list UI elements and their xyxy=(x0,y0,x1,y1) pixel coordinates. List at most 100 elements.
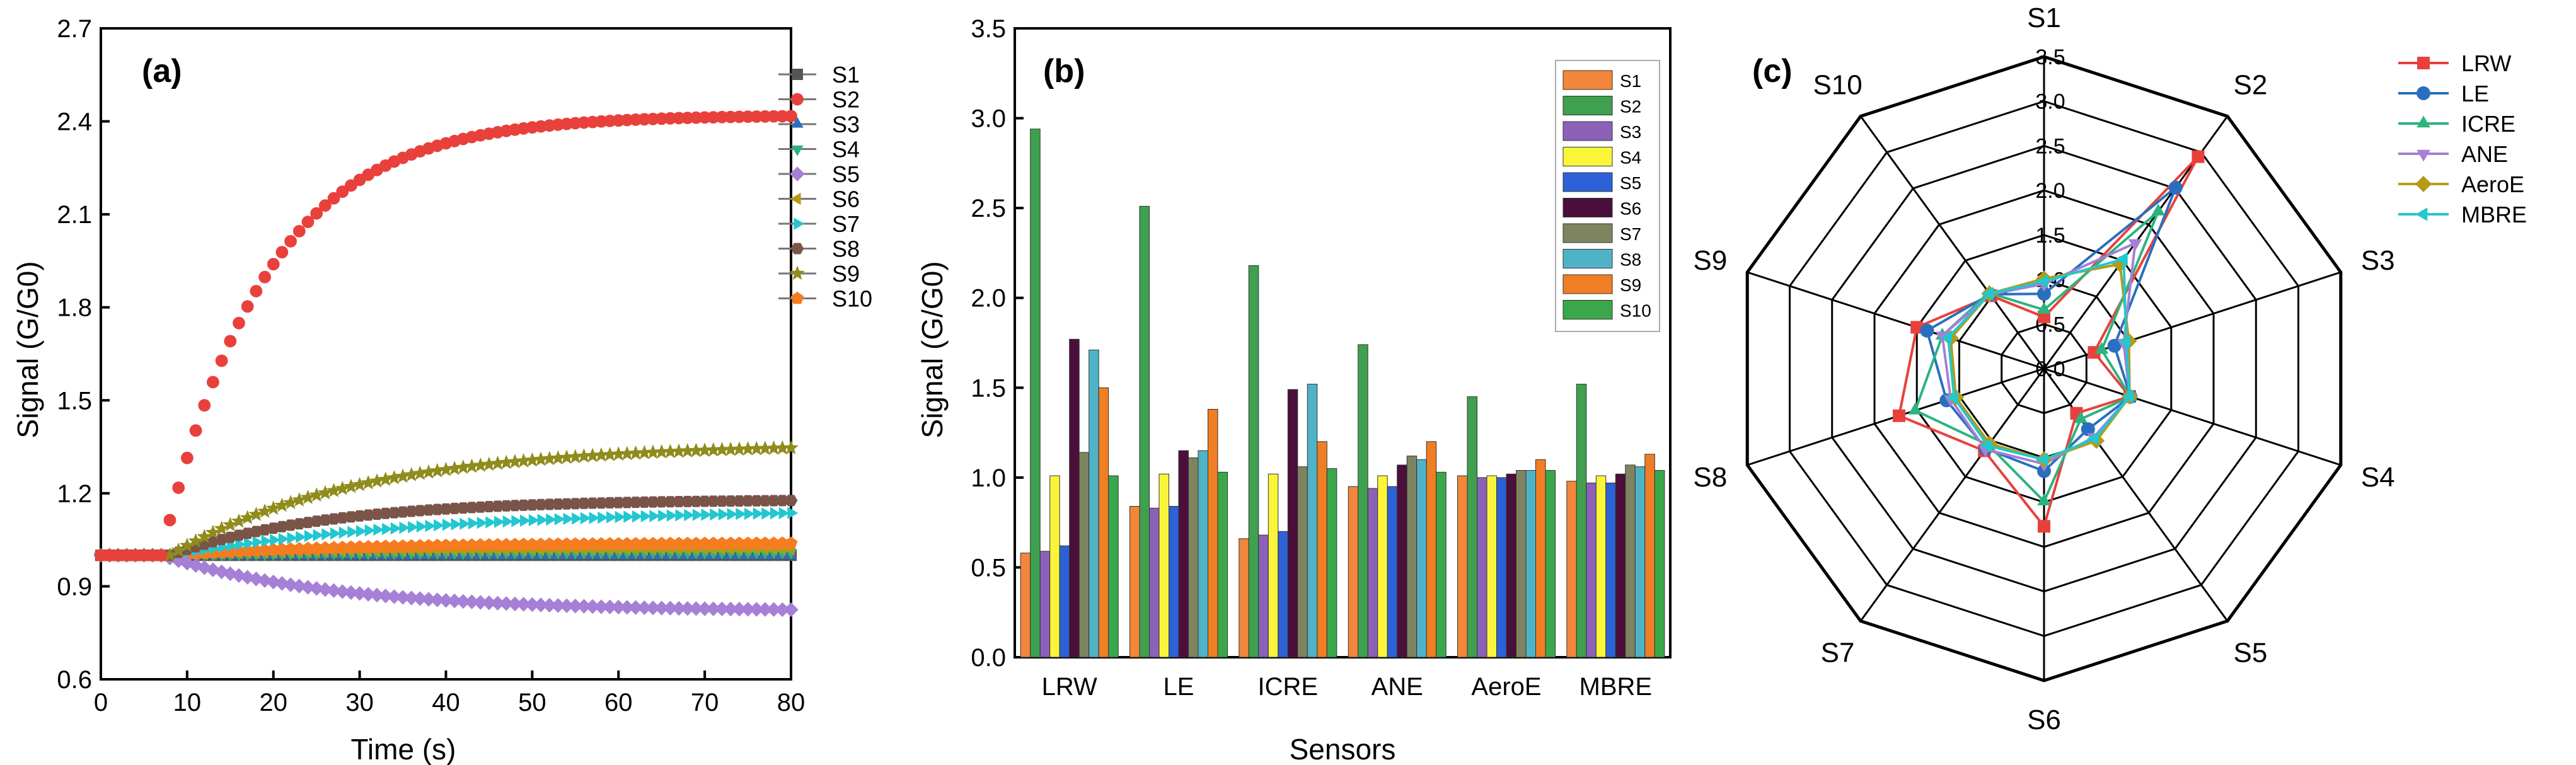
panel-a-legend-label: S1 xyxy=(832,62,860,88)
panel-a-point xyxy=(585,447,601,463)
panel-a-point xyxy=(274,497,290,512)
panel-a-point xyxy=(455,459,471,475)
panel-c-legend-marker xyxy=(2415,176,2432,192)
panel-a-point xyxy=(422,539,436,551)
panel-a-point xyxy=(758,602,773,617)
panel-c-legend-label: MBRE xyxy=(2461,202,2527,227)
panel-a-point xyxy=(318,582,333,597)
panel-a-point xyxy=(546,513,557,526)
panel-a-point xyxy=(724,536,737,549)
panel-a-point xyxy=(567,449,583,464)
panel-c-r-tick-label: 0.0 xyxy=(2035,357,2065,381)
panel-a-legend-marker xyxy=(791,145,804,156)
panel-a-y-axis-label: Signal (G/G0) xyxy=(11,261,44,438)
panel-a-point xyxy=(291,492,307,507)
panel-a-point xyxy=(235,538,246,551)
panel-a-point xyxy=(672,536,686,549)
panel-a-point xyxy=(267,543,280,556)
panel-b-legend-swatch xyxy=(1562,70,1613,90)
panel-a-point xyxy=(313,529,324,541)
panel-a-point xyxy=(499,596,514,611)
panel-a-point xyxy=(459,517,471,530)
panel-a-legend-marker xyxy=(791,117,804,128)
panel-a-point xyxy=(603,537,616,549)
panel-a-point xyxy=(533,597,548,613)
panel-a-point xyxy=(257,503,273,518)
panel-b-x-tick-label: LRW xyxy=(1042,673,1097,701)
panel-a-point xyxy=(442,519,453,531)
panel-a-point xyxy=(388,507,401,519)
panel-a-point xyxy=(542,597,557,613)
panel-a-point xyxy=(580,512,591,524)
panel-a-point xyxy=(741,536,754,549)
panel-c-legend-label: LE xyxy=(2461,81,2489,106)
panel-a-point xyxy=(456,538,470,551)
panel-c-point xyxy=(2118,335,2130,349)
panel-a-point xyxy=(287,532,298,544)
panel-a-point xyxy=(369,473,384,488)
panel-a-point xyxy=(733,110,746,124)
panel-b-x-tick-label: ANE xyxy=(1372,673,1423,701)
panel-a-point xyxy=(112,549,125,562)
panel-a-line-chart: (a) Time (s) Signal (G/G0) 0 10 20 30 40 50 60… xyxy=(11,15,872,765)
panel-a-point xyxy=(602,447,618,461)
panel-a-point xyxy=(723,601,738,617)
panel-a-point xyxy=(507,596,523,612)
panel-a-point xyxy=(757,440,773,455)
panel-b-bar-S9-ICRE xyxy=(1317,441,1327,658)
panel-a-point xyxy=(533,451,549,466)
panel-a-point xyxy=(560,498,574,510)
panel-b-y-tick-label: 0.0 xyxy=(971,644,1006,672)
panel-b-legend-label: S8 xyxy=(1620,250,1641,270)
panel-a-series-S2 xyxy=(95,110,797,562)
panel-a-point xyxy=(770,507,781,520)
panel-a-point xyxy=(698,495,712,507)
panel-a-point xyxy=(172,481,185,494)
panel-a-point xyxy=(778,507,790,520)
panel-a-point xyxy=(681,536,695,549)
panel-a-point xyxy=(761,507,773,520)
panel-a-point xyxy=(231,568,246,583)
panel-a-point xyxy=(632,510,643,523)
panel-a-point xyxy=(304,530,315,543)
panel-a-point xyxy=(404,590,419,606)
panel-b-bar-S9-MBRE xyxy=(1644,454,1655,658)
panel-c-point xyxy=(1908,402,1922,415)
panel-a-point xyxy=(482,501,496,512)
panel-a-point xyxy=(671,443,687,458)
panel-a-point xyxy=(490,595,505,611)
panel-a-point xyxy=(741,495,754,507)
panel-c-r-tick-label: 3.5 xyxy=(2035,45,2065,69)
panel-a-point xyxy=(723,441,739,456)
panel-a-point xyxy=(292,578,307,594)
panel-a-point xyxy=(528,514,540,527)
panel-a-point xyxy=(638,537,651,549)
panel-b-bar-S3-LE xyxy=(1149,507,1160,658)
panel-a-point xyxy=(439,503,453,515)
panel-a-point xyxy=(664,496,677,508)
panel-a-point xyxy=(718,508,729,521)
panel-a-point xyxy=(188,533,204,548)
panel-a-point xyxy=(447,593,462,609)
panel-b-x-axis-label: Sensors xyxy=(1290,733,1396,765)
panel-b-bar-S6-ICRE xyxy=(1287,389,1298,658)
panel-a-point xyxy=(473,501,487,513)
panel-b-legend-swatch xyxy=(1562,121,1613,141)
panel-b-bar-S4-LE xyxy=(1158,473,1169,658)
panel-a-x-tick-label: 50 xyxy=(518,689,546,716)
panel-c-point xyxy=(2115,252,2128,266)
panel-a-point xyxy=(707,111,720,124)
panel-a-point xyxy=(629,497,642,509)
panel-a-point xyxy=(430,592,445,607)
panel-a-point xyxy=(326,583,342,598)
panel-a-point xyxy=(629,537,642,549)
panel-b-bar-S8-AeroE xyxy=(1525,470,1536,658)
panel-a-point xyxy=(248,507,264,521)
panel-a-point xyxy=(347,526,359,538)
panel-a-point xyxy=(301,541,315,555)
panel-c-point xyxy=(2151,204,2165,216)
panel-b-legend-swatch xyxy=(1562,300,1613,319)
panel-b-bar-S10-AeroE xyxy=(1545,470,1556,658)
panel-a-point xyxy=(171,542,187,557)
panel-a-point xyxy=(645,444,661,459)
